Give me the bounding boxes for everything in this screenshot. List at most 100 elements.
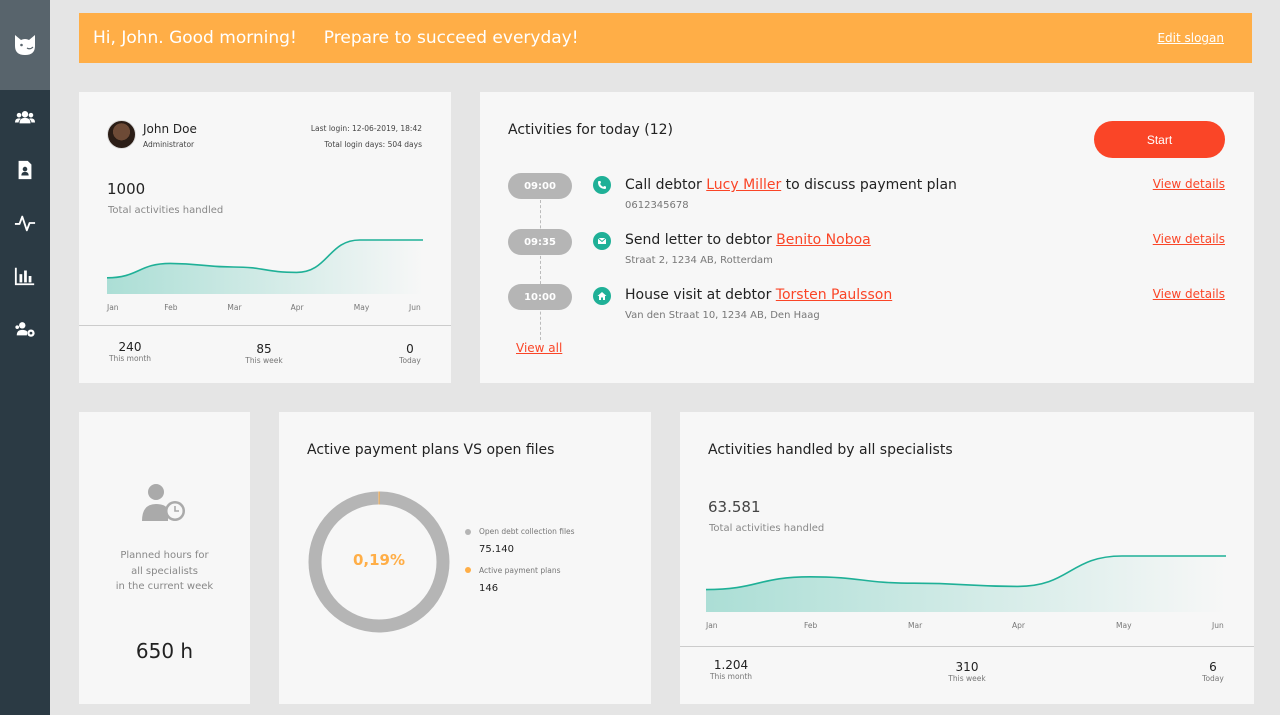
total-login-days: Total login days: 504 days (324, 140, 422, 149)
sidebar-item-user-settings[interactable] (0, 302, 50, 355)
activities-card: Activities for today (12) Start 09:00 Ca… (480, 92, 1254, 383)
activity-prefix: Call debtor (625, 177, 707, 193)
payment-plans-card: Active payment plans VS open files 0,19%… (279, 412, 651, 704)
x-tick-label: Jun (409, 303, 421, 312)
mail-icon (593, 232, 611, 250)
stat-value: 240 (118, 340, 142, 354)
x-tick-label: Feb (164, 303, 178, 312)
chart-area-fill (706, 556, 1226, 612)
document-user-icon (18, 160, 32, 179)
x-tick-label: Mar (227, 303, 242, 312)
total-activities-label: Total activities handled (108, 205, 224, 216)
activity-detail: Van den Straat 10, 1234 AB, Den Haag (625, 310, 820, 321)
debtor-link[interactable]: Torsten Paulsson (775, 287, 893, 303)
payment-title: Active payment plans VS open files (307, 442, 555, 458)
phone-icon (593, 176, 611, 194)
x-tick-label: Mar (908, 621, 923, 630)
specialists-total-label: Total activities handled (709, 523, 825, 534)
stat-this-week: 310 This week (938, 660, 996, 683)
activity-text: Call debtor Lucy Miller to discuss payme… (625, 177, 957, 193)
planned-hours-card: Planned hours for all specialists in the… (79, 412, 250, 704)
desc-line: all specialists (131, 565, 198, 577)
legend-dot-open-files (465, 529, 471, 535)
legend-dot-payment-plans (465, 567, 471, 573)
sidebar-item-reports[interactable] (0, 249, 50, 302)
stat-value: 6 (1209, 660, 1217, 674)
view-details-link[interactable]: View details (1152, 177, 1225, 191)
stat-value: 0 (406, 342, 414, 356)
stat-today: 0 Today (389, 342, 431, 365)
debtor-link[interactable]: Benito Noboa (776, 232, 871, 248)
sidebar-nav (0, 90, 50, 355)
greeting-text: Hi, John. Good morning! (93, 28, 297, 48)
stat-value: 85 (256, 342, 272, 356)
stat-label: This week (245, 356, 283, 365)
divider (680, 646, 1254, 647)
start-button[interactable]: Start (1094, 121, 1225, 158)
sidebar-item-users[interactable] (0, 90, 50, 143)
x-tick-label: May (353, 303, 370, 312)
activity-detail: 0612345678 (625, 200, 689, 211)
last-login: Last login: 12-06-2019, 18:42 (310, 124, 422, 133)
profile-card: John Doe Administrator Last login: 12-06… (79, 92, 451, 383)
chart-series-line (705, 555, 1226, 591)
donut-center-percentage: 0,19% (352, 551, 406, 569)
chart-area-fill (107, 240, 423, 294)
debtor-link[interactable]: Lucy Miller (706, 177, 782, 193)
legend-label: Active payment plans (479, 566, 561, 575)
activity-prefix: Send letter to debtor (625, 232, 777, 248)
avatar[interactable] (107, 120, 136, 149)
specialists-title: Activities handled by all specialists (708, 442, 953, 458)
legend-label: Open debt collection files (479, 527, 575, 536)
specialists-activity-chart: Jan Feb Mar Apr May Jun (705, 540, 1226, 630)
bar-chart-icon (14, 267, 35, 285)
desc-line: Planned hours for (120, 550, 209, 561)
stat-value: 1.204 (713, 658, 749, 672)
stat-today: 6 Today (1192, 660, 1234, 683)
donut-slice-payment-plans (308, 491, 450, 633)
activity-detail: Straat 2, 1234 AB, Rotterdam (625, 255, 773, 266)
slogan-text: Prepare to succeed everyday! (323, 28, 579, 48)
activity-text: Send letter to debtor Benito Noboa (625, 232, 871, 248)
x-tick-label: Apr (290, 303, 304, 312)
x-tick-label: Jun (1212, 621, 1224, 630)
planned-hours-description: Planned hours for all specialists in the… (79, 548, 250, 595)
time-pill: 10:00 (508, 284, 572, 310)
stat-label: This week (948, 674, 986, 683)
greeting-banner: Hi, John. Good morning! Prepare to succe… (79, 13, 1252, 63)
stat-label: Today (1202, 674, 1224, 683)
specialists-total-value: 63.581 (708, 498, 761, 516)
sidebar (0, 0, 50, 715)
area-chart-svg (106, 239, 423, 294)
stat-label: This month (709, 672, 753, 681)
x-tick-label: Jan (107, 303, 119, 312)
x-tick-label: Jan (706, 621, 718, 630)
view-all-link[interactable]: View all (516, 341, 563, 355)
sidebar-item-activity[interactable] (0, 196, 50, 249)
time-pill: 09:35 (508, 229, 572, 255)
chart-series-line (106, 239, 423, 279)
stat-this-week: 85 This week (235, 342, 293, 365)
users-settings-icon (15, 321, 35, 337)
user-clock-icon (142, 484, 185, 521)
desc-line: in the current week (115, 581, 214, 592)
planned-hours-value: 650 h (135, 639, 194, 663)
view-details-link[interactable]: View details (1152, 232, 1225, 246)
view-details-link[interactable]: View details (1152, 287, 1225, 301)
stat-label: Today (399, 356, 421, 365)
sidebar-item-documents[interactable] (0, 143, 50, 196)
timeline-line (540, 200, 541, 340)
edit-slogan-link[interactable]: Edit slogan (1157, 31, 1224, 45)
payment-donut-chart (308, 491, 450, 633)
x-tick-label: May (1116, 621, 1132, 630)
divider (79, 325, 451, 326)
legend-value: 146 (479, 583, 499, 594)
activity-suffix: to discuss payment plan (781, 177, 957, 193)
home-icon (593, 287, 611, 305)
stat-this-month: 1.204 This month (702, 658, 760, 681)
x-tick-label: Feb (804, 621, 818, 630)
stat-label: This month (108, 354, 152, 363)
cat-logo-icon[interactable] (0, 0, 50, 90)
activities-title: Activities for today (12) (508, 122, 674, 138)
legend-value: 75.140 (479, 544, 514, 555)
